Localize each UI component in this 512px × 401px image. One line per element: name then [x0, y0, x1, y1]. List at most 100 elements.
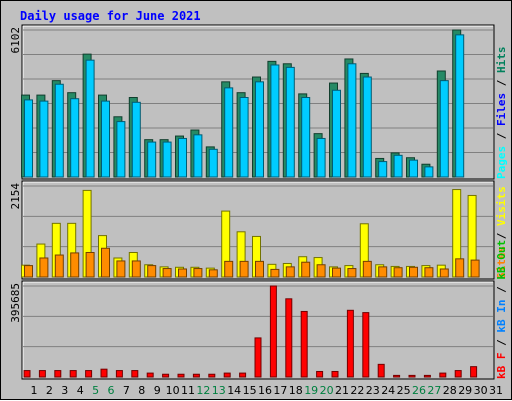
bar-sites-2 — [39, 257, 49, 278]
bar-sites-9 — [147, 265, 157, 278]
series-kb-f — [23, 285, 478, 378]
bar-kb-f-26 — [408, 374, 416, 378]
bar-sites-16 — [255, 260, 264, 278]
bar-kb-f-22 — [346, 309, 354, 378]
bar-sites-11 — [178, 268, 187, 278]
bar-files-23 — [362, 76, 372, 178]
bar-sites-20 — [316, 264, 326, 278]
x-tick-label: 31 — [489, 384, 503, 397]
legend-entry: Visits — [495, 186, 508, 226]
series-files — [24, 34, 465, 178]
bar-kb-f-21 — [331, 370, 339, 378]
legend-separator: / — [495, 73, 508, 93]
series-sites — [24, 247, 480, 278]
bar-files-5 — [85, 59, 95, 178]
bar-files-29 — [455, 34, 465, 178]
bar-kb-f-16 — [254, 337, 262, 378]
x-tick-label: 30 — [474, 384, 488, 397]
legend-entry: Sites — [495, 246, 508, 279]
legend-entry: Pages — [495, 146, 508, 179]
chart-title: Daily usage for June 2021 — [20, 9, 201, 23]
bar-sites-19 — [301, 261, 311, 278]
x-tick-label: 26 — [412, 384, 426, 397]
bar-kb-f-2 — [38, 370, 46, 378]
bar-files-9 — [147, 141, 157, 178]
legend-entry: kB In — [495, 300, 508, 333]
bar-kb-f-9 — [146, 372, 154, 378]
bar-sites-28 — [439, 268, 449, 278]
bar-kb-f-7 — [115, 370, 123, 378]
x-tick-label: 17 — [273, 384, 287, 397]
bar-kb-f-4 — [69, 370, 77, 378]
bar-files-12 — [193, 134, 203, 178]
x-tick-label: 6 — [108, 384, 115, 397]
bar-sites-5 — [85, 251, 95, 278]
x-tick-label: 5 — [92, 384, 99, 397]
bar-files-4 — [70, 98, 80, 178]
bar-files-7 — [116, 121, 126, 178]
bar-kb-f-8 — [131, 370, 139, 378]
x-tick-label: 2 — [46, 384, 53, 397]
bar-sites-23 — [362, 260, 372, 278]
x-tick-label: 14 — [227, 384, 241, 397]
bar-sites-27 — [424, 267, 434, 278]
legend-hits-files-pages: Pages / Files / Hits — [495, 47, 508, 180]
legend-separator: / — [495, 126, 508, 146]
x-tick-label: 9 — [154, 384, 161, 397]
bar-kb-f-5 — [85, 370, 93, 378]
bar-files-25 — [393, 154, 403, 178]
legend-separator: / — [495, 280, 508, 300]
x-axis-labels: 1 2 3 4 5 6 7 8 9 10 11 12 13 14 15 16 17 18 19 20 21 22 23 24 2… — [31, 384, 504, 397]
x-tick-label: 8 — [138, 384, 145, 397]
panel-hits-files-pages: 6102 Pages / Files / Hits — [9, 24, 508, 180]
x-tick-label: 11 — [181, 384, 195, 397]
bar-sites-4 — [70, 252, 80, 278]
legend-entry: Hits — [495, 47, 508, 74]
bar-files-18 — [285, 66, 295, 178]
bar-files-19 — [301, 97, 311, 178]
bar-files-17 — [270, 64, 280, 178]
bar-kb-f-19 — [300, 310, 308, 378]
bar-sites-30 — [470, 259, 480, 278]
bar-sites-1 — [24, 265, 33, 278]
bar-files-26 — [409, 159, 418, 178]
y-max-label: 6102 — [9, 27, 22, 54]
bar-files-21 — [332, 89, 341, 178]
bar-kb-f-6 — [100, 368, 108, 378]
bar-kb-f-25 — [393, 374, 401, 378]
x-tick-label: 28 — [443, 384, 457, 397]
bar-kb-f-24 — [377, 363, 385, 378]
bar-files-14 — [224, 87, 234, 178]
bar-kb-f-1 — [23, 370, 31, 378]
bar-files-1 — [24, 99, 33, 178]
bar-sites-18 — [285, 266, 295, 278]
x-tick-label: 10 — [166, 384, 180, 397]
bar-files-28 — [439, 80, 449, 178]
bar-sites-13 — [208, 269, 218, 278]
x-tick-label: 23 — [366, 384, 380, 397]
x-tick-label: 16 — [258, 384, 272, 397]
bar-files-24 — [378, 161, 388, 178]
x-tick-label: 12 — [196, 384, 210, 397]
bar-kb-f-3 — [54, 370, 62, 378]
bar-kb-f-13 — [208, 373, 216, 378]
bar-sites-3 — [54, 254, 64, 278]
legend-visits-sites: Sites / Visits — [495, 186, 508, 279]
x-tick-label: 21 — [335, 384, 349, 397]
legend-separator: / — [495, 226, 508, 246]
bar-files-6 — [101, 100, 110, 178]
bar-kb-f-23 — [362, 312, 370, 378]
x-tick-label: 1 — [31, 384, 38, 397]
x-tick-label: 4 — [77, 384, 84, 397]
bar-sites-17 — [270, 268, 280, 278]
legend-separator: / — [495, 333, 508, 353]
x-tick-label: 19 — [304, 384, 318, 397]
bar-sites-25 — [393, 267, 403, 278]
panel-kbytes: 395685 kB F / kB In / kB Out — [9, 240, 508, 380]
bar-kb-f-12 — [192, 373, 200, 378]
x-tick-label: 25 — [397, 384, 411, 397]
bar-kb-f-28 — [439, 372, 447, 378]
x-tick-label: 20 — [320, 384, 334, 397]
legend-entry: kB Out — [495, 240, 508, 280]
bar-kb-f-14 — [223, 372, 231, 378]
